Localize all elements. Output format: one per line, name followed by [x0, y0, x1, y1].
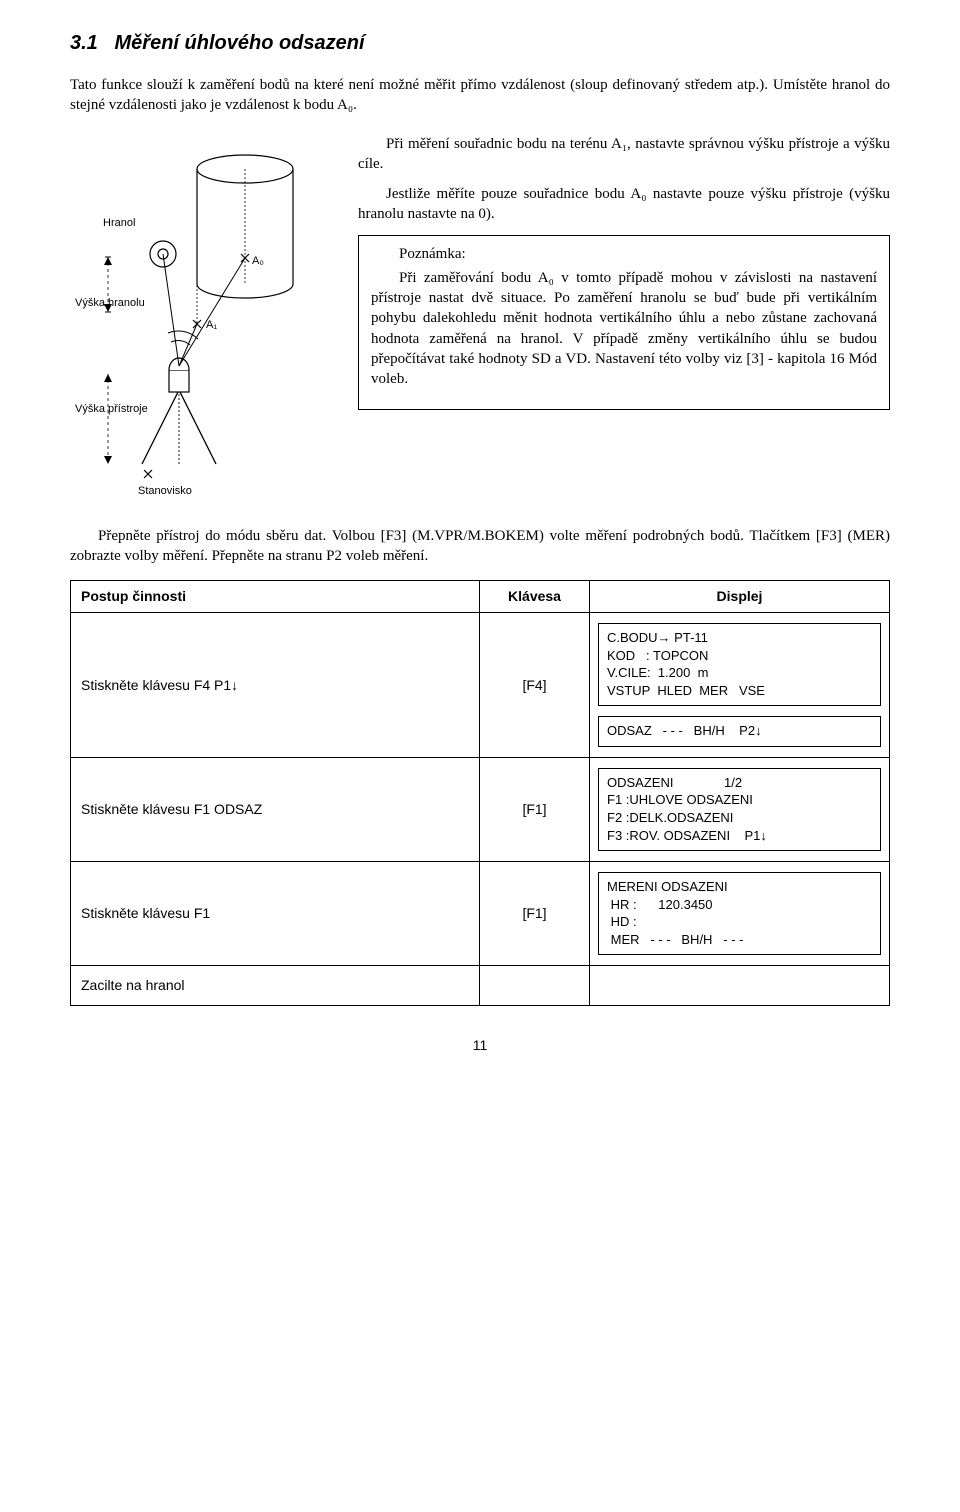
- intro-paragraph: Tato funkce slouží k zaměření bodů na kt…: [70, 75, 890, 116]
- table-row: Stiskněte klávesu F4 P1↓ [F4] C.BODU→ PT…: [71, 613, 890, 758]
- section-title: 3.1 Měření úhlového odsazení: [70, 30, 890, 57]
- note-body: Při zaměřování bodu A₀ v tomto případě m…: [371, 268, 877, 390]
- table-row: Stiskněte klávesu F1 ODSAZ [F1] ODSAZENI…: [71, 757, 890, 861]
- section-title-text: Měření úhlového odsazení: [115, 32, 365, 54]
- diagram-svg: A₀ Hranol Výška hranolu A₁: [70, 134, 330, 504]
- cell-display: MERENI ODSAZENI HR : 120.3450 HD : MER -…: [590, 862, 890, 966]
- label-vyska-hranolu: Výška hranolu: [75, 297, 145, 309]
- figure-and-text-row: A₀ Hranol Výška hranolu A₁: [70, 134, 890, 510]
- procedure-table: Postup činnosti Klávesa Displej Stisknět…: [70, 580, 890, 1006]
- col-header-key: Klávesa: [480, 581, 590, 613]
- display-screen: C.BODU→ PT-11 KOD : TOPCON V.CILE: 1.200…: [598, 623, 881, 706]
- col-header-display: Displej: [590, 581, 890, 613]
- diagram: A₀ Hranol Výška hranolu A₁: [70, 134, 330, 510]
- cell-display: [590, 966, 890, 1006]
- label-stanovisko: Stanovisko: [138, 485, 192, 497]
- display-screen: MERENI ODSAZENI HR : 120.3450 HD : MER -…: [598, 872, 881, 955]
- label-a1: A₁: [206, 319, 217, 331]
- right-text-column: Při měření souřadnic bodu na terénu A₁, …: [358, 134, 890, 510]
- cell-key: [F1]: [480, 757, 590, 861]
- display-screen: ODSAZ - - - BH/H P2↓: [598, 716, 881, 747]
- table-header-row: Postup činnosti Klávesa Displej: [71, 581, 890, 613]
- cell-action: Zacilte na hranol: [71, 966, 480, 1006]
- cell-key: [F1]: [480, 862, 590, 966]
- right-para-2: Jestliže měříte pouze souřadnice bodu A₀…: [358, 184, 890, 225]
- cell-action: Stiskněte klávesu F1 ODSAZ: [71, 757, 480, 861]
- mode-paragraph: Přepněte přístroj do módu sběru dat. Vol…: [70, 526, 890, 567]
- right-para-1: Při měření souřadnic bodu na terénu A₁, …: [358, 134, 890, 175]
- note-title: Poznámka:: [371, 244, 877, 264]
- note-box: Poznámka: Při zaměřování bodu A₀ v tomto…: [358, 235, 890, 411]
- cell-action: Stiskněte klávesu F4 P1↓: [71, 613, 480, 758]
- label-vyska-pristroje: Výška přístroje: [75, 403, 148, 415]
- page-number: 11: [70, 1036, 890, 1055]
- table-row: Stiskněte klávesu F1 [F1] MERENI ODSAZEN…: [71, 862, 890, 966]
- cell-key: [480, 966, 590, 1006]
- display-screen: ODSAZENI 1/2 F1 :UHLOVE ODSAZENI F2 :DEL…: [598, 768, 881, 851]
- section-number: 3.1: [70, 32, 98, 54]
- table-row: Zacilte na hranol: [71, 966, 890, 1006]
- label-hranol: Hranol: [103, 217, 135, 229]
- cell-action: Stiskněte klávesu F1: [71, 862, 480, 966]
- cell-key: [F4]: [480, 613, 590, 758]
- label-a0: A₀: [252, 255, 264, 267]
- cell-display: C.BODU→ PT-11 KOD : TOPCON V.CILE: 1.200…: [590, 613, 890, 758]
- cell-display: ODSAZENI 1/2 F1 :UHLOVE ODSAZENI F2 :DEL…: [590, 757, 890, 861]
- col-header-action: Postup činnosti: [71, 581, 480, 613]
